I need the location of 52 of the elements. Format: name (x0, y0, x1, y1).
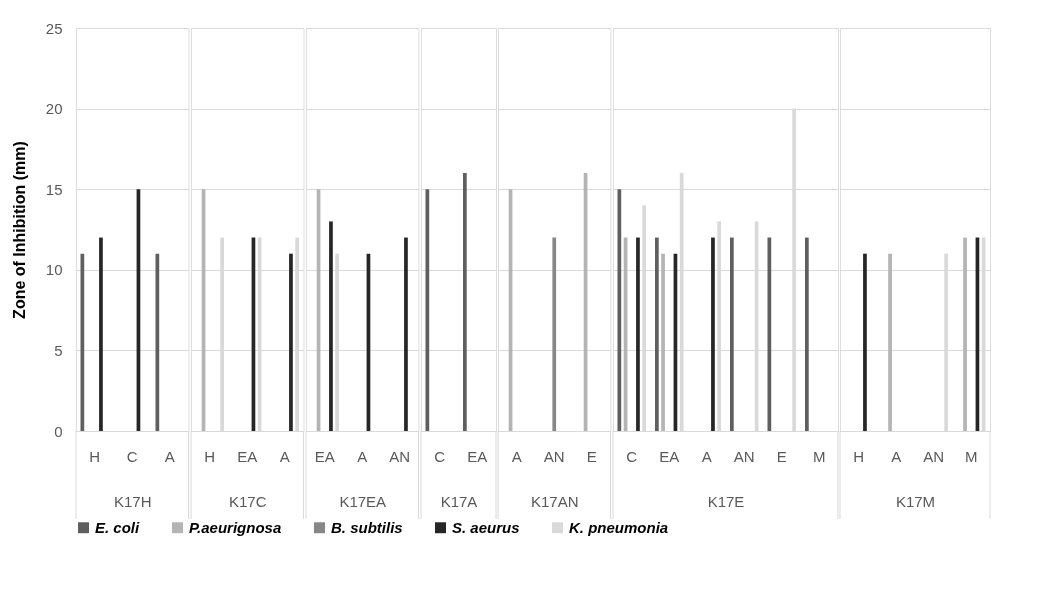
legend-label: S. aeurus (452, 518, 520, 536)
x-axis-title: K17EA (339, 492, 387, 510)
bar (329, 221, 333, 431)
legend-label: B. subtilis (331, 518, 403, 536)
x-axis-title: K17M (895, 492, 936, 510)
bar (805, 237, 809, 431)
x-axis-title: K17E (707, 492, 745, 510)
y-tick-label: 10 (45, 261, 63, 279)
x-tick-label: C (126, 447, 138, 465)
x-tick-label: H (853, 447, 865, 465)
bar (636, 237, 640, 431)
bar (99, 237, 103, 431)
y-tick-label: 20 (45, 100, 63, 118)
x-tick-label: E (776, 447, 787, 465)
x-tick-label: A (511, 447, 522, 465)
x-axis-title: K17A (440, 492, 478, 510)
y-tick-label: 15 (45, 180, 63, 198)
legend-label: P.aeurignosa (189, 518, 282, 536)
x-tick-label: A (701, 447, 712, 465)
bar (655, 237, 659, 431)
x-tick-label: E (586, 447, 597, 465)
x-tick-label: M (965, 447, 978, 465)
x-tick-label: EA (467, 447, 488, 465)
x-tick-label: C (626, 447, 638, 465)
x-tick-label: H (89, 447, 101, 465)
y-tick-label: 0 (54, 422, 63, 440)
x-tick-label: AN (923, 447, 945, 465)
legend-label: E. coli (95, 518, 141, 536)
x-tick-label: A (357, 447, 368, 465)
x-tick-label: A (164, 447, 175, 465)
bar (404, 237, 408, 431)
x-tick-label: A (279, 447, 290, 465)
x-axis-title: K17AN (530, 492, 579, 510)
bar (730, 237, 734, 431)
x-tick-label: AN (389, 447, 411, 465)
x-tick-label: H (204, 447, 216, 465)
y-axis-title: Zone of Inhibition (mm) (10, 141, 28, 319)
x-tick-label: M (813, 447, 826, 465)
x-axis-title: K17C (228, 492, 267, 510)
legend-label: K. pneumonia (569, 518, 669, 536)
x-tick-label: EA (237, 447, 258, 465)
y-tick-label: 5 (54, 341, 63, 359)
x-tick-label: A (891, 447, 902, 465)
y-tick-label: 25 (45, 19, 63, 37)
x-tick-label: EA (659, 447, 680, 465)
x-tick-label: AN (733, 447, 755, 465)
x-tick-label: C (434, 447, 446, 465)
x-tick-label: AN (543, 447, 565, 465)
bar (661, 253, 665, 431)
x-axis-title: K17H (113, 492, 152, 510)
bar (711, 237, 715, 431)
x-tick-label: EA (314, 447, 335, 465)
